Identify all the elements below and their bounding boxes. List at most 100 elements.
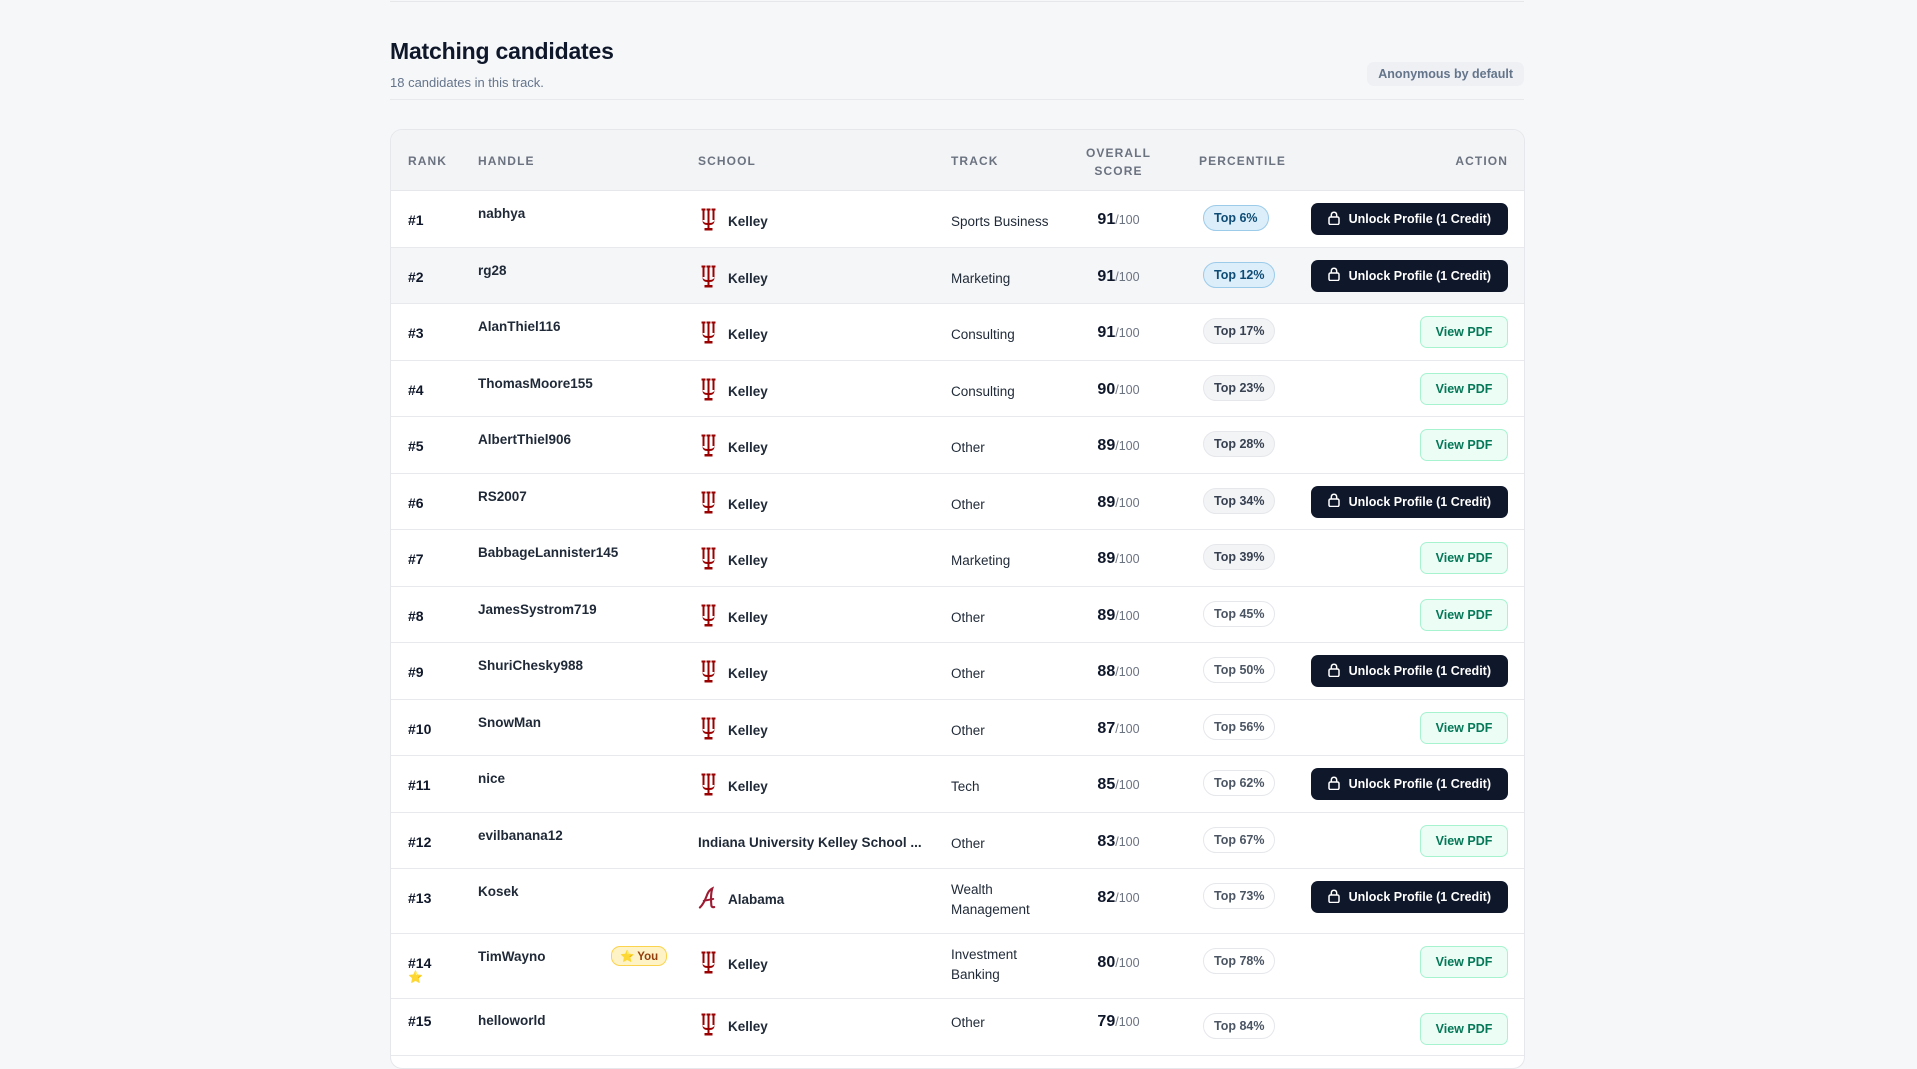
column-header-score-line2: SCORE: [1094, 164, 1143, 178]
percentile-badge: Top 45%: [1203, 600, 1276, 627]
school-cell: Kelley: [698, 951, 768, 978]
percentile-badge: Top 84%: [1203, 1013, 1276, 1039]
percentile-cell: Top 73%: [1203, 883, 1276, 909]
percentile-badge: Top 28%: [1203, 431, 1276, 457]
percentile-badge: Top 62%: [1203, 770, 1276, 796]
lock-icon: [1327, 267, 1340, 284]
percentile-cell: Top 45%: [1203, 600, 1276, 627]
unlock-profile-button[interactable]: Unlock Profile (1 Credit): [1310, 655, 1508, 687]
column-header-rank: RANK: [408, 154, 448, 168]
table-row: #7 BabbageLannister145 Kelley Marketing 89/1…: [391, 530, 1524, 587]
view-pdf-button[interactable]: View PDF: [1420, 946, 1508, 978]
handle-cell: Kosek: [478, 884, 519, 899]
iu-trident-icon: [698, 434, 719, 461]
percentile-cell: Top 34%: [1203, 487, 1276, 514]
iu-trident-icon: [698, 491, 719, 518]
iu-trident-icon: [698, 604, 719, 631]
school-name: Kelley: [728, 327, 768, 342]
table-row: #5 AlbertThiel906 Kelley Other 89/100 Top 28%…: [391, 417, 1524, 474]
school-name: Kelley: [728, 779, 768, 794]
score-denominator: /100: [1115, 382, 1140, 397]
school-cell: Kelley: [698, 208, 768, 235]
view-pdf-button[interactable]: View PDF: [1420, 372, 1508, 405]
score-cell: 89/100: [1071, 494, 1166, 512]
percentile-cell: Top 56%: [1203, 713, 1276, 740]
handle-cell: AlanThiel116: [478, 319, 561, 334]
view-pdf-button[interactable]: View PDF: [1420, 316, 1508, 348]
unlock-profile-button[interactable]: Unlock Profile (1 Credit): [1310, 485, 1508, 518]
score-cell: 88/100: [1071, 663, 1166, 681]
unlock-profile-button[interactable]: Unlock Profile (1 Credit): [1310, 203, 1508, 235]
school-cell: Kelley: [698, 265, 768, 292]
score-cell: 87/100: [1071, 720, 1166, 738]
percentile-badge: Top 56%: [1203, 713, 1276, 740]
track-cell: Other: [951, 835, 985, 851]
score-cell: 91/100: [1071, 324, 1166, 342]
handle-cell: ThomasMoore155: [478, 375, 593, 391]
unlock-profile-button[interactable]: Unlock Profile (1 Credit): [1310, 768, 1508, 800]
action-cell: View PDF: [1420, 372, 1508, 405]
table-row: #1 nabhya Kelley Sports Business 91/100 Top 6…: [391, 191, 1524, 248]
school-cell: Kelley: [698, 717, 768, 744]
rank-cell: #4: [408, 381, 424, 398]
lock-icon: [1327, 888, 1340, 906]
handle-cell: ShuriChesky988: [478, 658, 584, 673]
action-cell: View PDF: [1420, 316, 1508, 348]
unlock-profile-button[interactable]: Unlock Profile (1 Credit): [1310, 259, 1508, 292]
alabama-script-a-icon: [698, 886, 719, 913]
view-pdf-button[interactable]: View PDF: [1420, 1013, 1508, 1045]
score-cell: 83/100: [1071, 833, 1166, 851]
percentile-badge: Top 50%: [1203, 657, 1276, 683]
action-cell: View PDF: [1420, 429, 1508, 461]
iu-trident-icon: [698, 208, 719, 235]
rank-cell: #2: [408, 268, 424, 285]
star-icon: ⭐: [408, 970, 423, 984]
view-pdf-button[interactable]: View PDF: [1420, 542, 1508, 574]
lock-icon: [1327, 493, 1340, 510]
score-value: 88: [1097, 663, 1116, 680]
score-value: 91: [1097, 324, 1116, 341]
table-body: #1 nabhya Kelley Sports Business 91/100 Top 6…: [391, 191, 1524, 1056]
handle-cell: RS2007: [478, 488, 527, 504]
score-denominator: /100: [1115, 608, 1140, 623]
handle-cell: helloworld: [478, 1013, 546, 1028]
percentile-badge: Top 12%: [1203, 261, 1276, 288]
score-value: 87: [1097, 719, 1116, 737]
school-cell: Kelley: [698, 434, 768, 461]
score-cell: 89/100: [1071, 437, 1166, 455]
school-cell: Kelley: [698, 773, 768, 800]
view-pdf-button[interactable]: View PDF: [1420, 711, 1508, 744]
you-badge: ⭐ You: [611, 946, 668, 966]
table-row: #8 JamesSystrom719 Kelley Other 89/100 Top 45…: [391, 586, 1524, 643]
score-cell: 85/100: [1071, 776, 1166, 794]
iu-trident-icon: [698, 265, 719, 292]
score-denominator: /100: [1115, 956, 1140, 970]
table-row: #10 SnowMan Kelley Other 87/100 Top 56% View P…: [391, 699, 1524, 756]
school-cell: Indiana University Kelley School ...: [698, 835, 922, 850]
view-pdf-button[interactable]: View PDF: [1420, 824, 1508, 857]
school-name: Kelley: [728, 609, 768, 625]
table-row: #9 ShuriChesky988 Kelley Other 88/100 Top 50%…: [391, 643, 1524, 700]
unlock-profile-button[interactable]: Unlock Profile (1 Credit): [1310, 881, 1508, 913]
view-pdf-button[interactable]: View PDF: [1420, 598, 1508, 631]
rank-cell: #1: [408, 212, 424, 228]
percentile-badge: Top 6%: [1203, 205, 1269, 231]
column-header-track: TRACK: [951, 154, 999, 168]
score-cell: 82/100: [1071, 889, 1166, 907]
handle-cell: TimWayno: [478, 949, 546, 964]
track-cell: Marketing: [951, 270, 1011, 286]
iu-trident-icon: [698, 773, 719, 800]
school-cell: Kelley: [698, 491, 768, 518]
action-cell: View PDF: [1420, 542, 1508, 574]
action-cell: Unlock Profile (1 Credit): [1310, 203, 1508, 235]
percentile-cell: Top 78%: [1203, 948, 1276, 974]
score-value: 83: [1097, 832, 1116, 850]
score-cell: 80/100: [1071, 954, 1166, 972]
school-name: Kelley: [728, 496, 768, 512]
percentile-cell: Top 67%: [1203, 826, 1276, 853]
percentile-badge: Top 17%: [1203, 318, 1276, 344]
score-denominator: /100: [1115, 213, 1140, 227]
percentile-cell: Top 12%: [1203, 261, 1276, 288]
score-cell: 91/100: [1071, 268, 1166, 286]
view-pdf-button[interactable]: View PDF: [1420, 429, 1508, 461]
